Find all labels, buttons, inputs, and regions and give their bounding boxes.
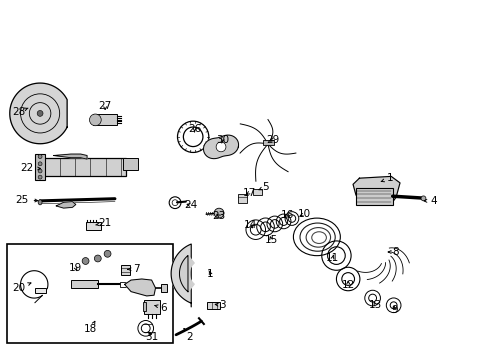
Polygon shape: [54, 154, 87, 159]
Bar: [238, 194, 246, 203]
Polygon shape: [171, 244, 191, 307]
Text: 8: 8: [387, 247, 398, 257]
Text: 7: 7: [127, 264, 140, 274]
Text: 12: 12: [341, 280, 354, 290]
Polygon shape: [56, 202, 76, 208]
Text: 3: 3: [215, 300, 225, 310]
Text: 28: 28: [12, 107, 28, 117]
Text: 4: 4: [423, 196, 437, 206]
Bar: [263, 140, 273, 145]
Circle shape: [38, 155, 42, 158]
Text: 24: 24: [183, 200, 197, 210]
Polygon shape: [352, 176, 399, 205]
Bar: [35, 154, 45, 180]
Circle shape: [104, 250, 111, 257]
Bar: [71, 280, 98, 288]
Text: 5: 5: [258, 182, 268, 192]
Ellipse shape: [38, 200, 42, 205]
Circle shape: [38, 169, 42, 173]
Bar: [142, 302, 145, 311]
Bar: [253, 189, 262, 195]
Text: 11: 11: [325, 253, 339, 264]
Text: 20: 20: [12, 283, 31, 293]
Polygon shape: [124, 279, 155, 296]
Text: 19: 19: [69, 263, 82, 273]
Bar: [120, 282, 129, 287]
Polygon shape: [203, 135, 238, 159]
Text: 27: 27: [98, 101, 112, 111]
Bar: [121, 265, 130, 275]
Circle shape: [89, 114, 101, 126]
Bar: [207, 302, 220, 309]
Text: 22: 22: [20, 163, 41, 174]
Text: 26: 26: [187, 124, 201, 134]
Text: 14: 14: [243, 220, 257, 230]
Text: 30: 30: [216, 135, 228, 145]
Bar: [161, 284, 167, 292]
Text: 10: 10: [297, 209, 310, 219]
Polygon shape: [10, 83, 67, 144]
Bar: [93, 114, 117, 125]
Polygon shape: [179, 256, 194, 292]
Circle shape: [94, 255, 101, 262]
Bar: [7, 244, 172, 343]
Text: 6: 6: [155, 303, 167, 313]
Text: 1: 1: [206, 269, 213, 279]
Text: 9: 9: [391, 305, 398, 315]
Text: 16: 16: [280, 210, 294, 220]
Circle shape: [37, 111, 43, 116]
Text: 18: 18: [83, 321, 97, 334]
Text: 15: 15: [264, 235, 278, 246]
Circle shape: [38, 175, 42, 179]
Text: 23: 23: [212, 211, 225, 221]
Bar: [40, 158, 125, 176]
Text: 25: 25: [15, 195, 38, 205]
Bar: [355, 188, 392, 205]
Circle shape: [216, 142, 225, 152]
Circle shape: [82, 257, 89, 265]
Text: 17: 17: [242, 188, 256, 198]
Bar: [35, 288, 46, 293]
Circle shape: [420, 196, 425, 201]
Text: 13: 13: [368, 300, 382, 310]
Circle shape: [38, 162, 42, 166]
Bar: [144, 300, 160, 314]
Text: 2: 2: [183, 328, 193, 342]
Bar: [85, 222, 101, 230]
Bar: [123, 158, 138, 170]
Text: 21: 21: [96, 218, 112, 228]
Text: 31: 31: [144, 332, 158, 342]
Text: 1: 1: [381, 173, 393, 183]
Text: 29: 29: [265, 135, 279, 145]
Circle shape: [214, 208, 224, 218]
